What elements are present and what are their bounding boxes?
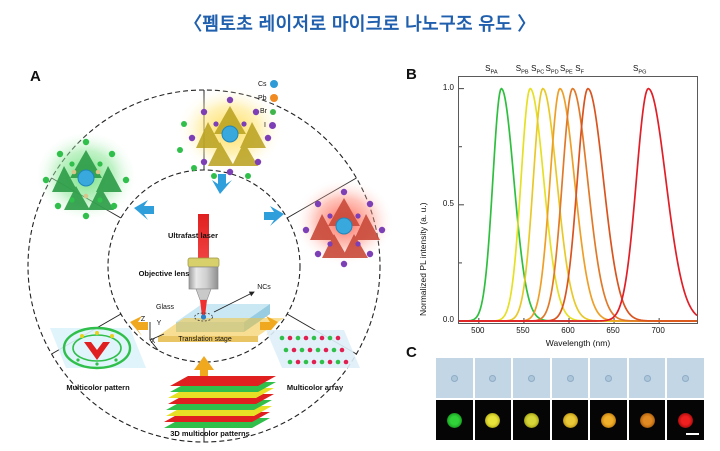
legend-item-cs: Cs xyxy=(258,80,278,88)
y-tick-0-0: 0.0 xyxy=(442,315,454,324)
x-tick-500: 500 xyxy=(471,326,485,335)
label-glass: Glass xyxy=(156,304,174,311)
panel-c-letter: C xyxy=(406,344,417,361)
x-tick-700: 700 xyxy=(651,326,665,335)
legend-label-pb: Pb xyxy=(258,94,267,102)
emission-spot xyxy=(601,412,617,428)
panel-a: A xyxy=(8,54,400,446)
label-axis-y: Y xyxy=(156,320,162,327)
micrograph-cell xyxy=(667,358,705,440)
pl-spectrum-plot xyxy=(458,76,698,324)
y-tick-0-5: 0.5 xyxy=(442,198,454,208)
fluorescence-image xyxy=(667,400,705,440)
panel-a-letter: A xyxy=(30,68,41,85)
micrograph-cell xyxy=(436,358,473,440)
curve-label-s_pa: SPA xyxy=(485,64,498,76)
curve-label-s_pe: SPE xyxy=(559,64,573,76)
emission-spot xyxy=(446,412,462,428)
patterns-3d-art xyxy=(164,376,276,428)
spectrum-curve-s_pd xyxy=(459,87,697,322)
label-ncs: NCs xyxy=(257,284,271,291)
curve-label-s_pc: SPC xyxy=(531,64,545,76)
emission-spot xyxy=(639,412,655,428)
emission-spot xyxy=(678,412,694,428)
label-axis-z: Z xyxy=(140,316,146,323)
legend-item-br: Br xyxy=(260,108,276,115)
x-axis-label: Wavelength (nm) xyxy=(545,338,611,348)
brightfield-image xyxy=(474,358,512,398)
brightfield-image xyxy=(590,358,627,398)
curve-label-s_pf: SF xyxy=(575,64,585,76)
x-tick-650: 650 xyxy=(606,326,620,335)
nanocrystal-green xyxy=(34,130,138,222)
fluorescence-image xyxy=(628,400,666,440)
cs-atom-icon xyxy=(269,80,278,88)
micrograph-cell xyxy=(628,358,666,440)
multicolor-pattern-art xyxy=(50,326,146,370)
panel-a-wheel-diagram xyxy=(27,86,394,443)
multicolor-array-art xyxy=(266,330,360,368)
brightfield-image xyxy=(628,358,666,398)
i-atom-icon xyxy=(268,122,276,129)
y-axis-label: Normalized PL intensity (a. u.) xyxy=(418,202,428,316)
brightfield-image xyxy=(436,358,473,398)
micrograph-strip xyxy=(436,358,705,440)
label-3d-multicolor-patterns: 3D multicolor patterns xyxy=(170,429,250,438)
br-atom-icon xyxy=(270,108,276,115)
label-objective-lens: Objective lens xyxy=(138,269,190,278)
pl-spectrum-curves xyxy=(459,87,697,323)
x-tick-550: 550 xyxy=(516,326,530,335)
figure-container: A xyxy=(0,46,720,451)
curve-label-s_pb: SPB xyxy=(515,64,529,76)
legend-label-i: I xyxy=(264,122,266,129)
panel-c: C xyxy=(400,342,712,446)
micrograph-cell xyxy=(590,358,627,440)
legend-item-i: I xyxy=(264,122,276,129)
page-title: 〈펨토초 레이저로 마이크로 나노구조 유도 〉 xyxy=(183,14,537,34)
label-multicolor-pattern: Multicolor pattern xyxy=(66,383,130,392)
label-multicolor-array: Multicolor array xyxy=(286,383,344,392)
page-title-bar: 〈펨토초 레이저로 마이크로 나노구조 유도 〉 xyxy=(0,0,720,46)
emission-spot xyxy=(523,412,539,428)
scale-bar xyxy=(686,432,700,435)
legend-label-br: Br xyxy=(260,108,267,115)
blue-arrows xyxy=(134,174,284,226)
legend-item-pb: Pb xyxy=(258,94,278,102)
label-axis-x: X xyxy=(150,338,156,345)
brightfield-image xyxy=(513,358,550,398)
nanocrystal-yellow xyxy=(176,86,284,179)
curve-label-s_pd: SPD xyxy=(545,64,559,76)
central-setup xyxy=(130,214,284,380)
brightfield-image xyxy=(551,358,589,398)
emission-spot xyxy=(562,412,578,428)
panel-b-letter: B xyxy=(406,66,417,83)
fluorescence-image xyxy=(436,400,473,440)
curve-label-s_pg: SPG xyxy=(633,64,647,76)
brightfield-image xyxy=(667,358,705,398)
fluorescence-image xyxy=(590,400,627,440)
micrograph-cell xyxy=(551,358,589,440)
emission-spot xyxy=(485,412,501,428)
y-tick-1-0: 1.0 xyxy=(442,82,454,92)
label-ultrafast-laser: Ultrafast laser xyxy=(167,231,219,240)
fluorescence-image xyxy=(474,400,512,440)
nanocrystal-red xyxy=(294,178,394,268)
label-translation-stage: Translation stage xyxy=(178,336,232,343)
spectrum-curve-s_pg xyxy=(459,87,697,322)
x-tick-600: 600 xyxy=(561,326,575,335)
fluorescence-image xyxy=(513,400,550,440)
pb-atom-icon xyxy=(269,94,278,102)
micrograph-cell xyxy=(513,358,550,440)
micrograph-cell xyxy=(474,358,512,440)
fluorescence-image xyxy=(551,400,589,440)
legend-label-cs: Cs xyxy=(258,80,267,88)
panel-b: B 0.0 0.5 1.0 500 550 600 650 700 SPA SPB SPC SPD… xyxy=(400,54,712,348)
